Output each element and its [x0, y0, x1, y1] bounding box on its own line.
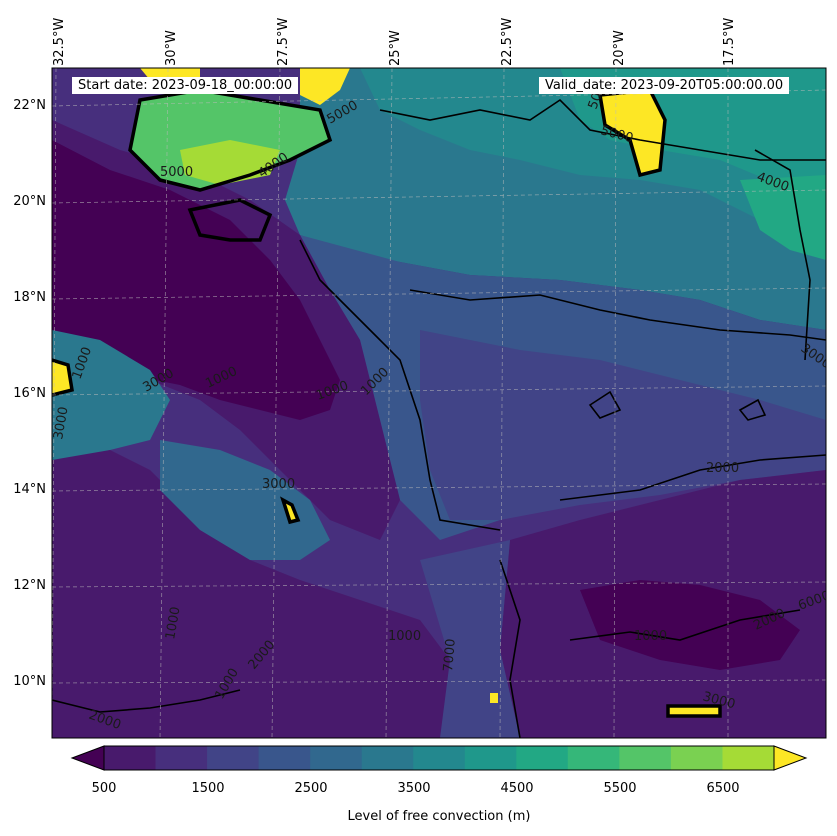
colorbar-swatch	[516, 746, 569, 770]
contour-label: 5000	[160, 165, 193, 180]
lat-label: 16°N	[13, 386, 46, 401]
colorbar-tick: 2500	[294, 781, 328, 796]
lon-label: 20°W	[612, 30, 627, 66]
lon-label: 32.5°W	[52, 17, 67, 66]
field-region-yellow-spot1	[283, 500, 298, 522]
colorbar-frame	[103, 745, 775, 771]
contour-line	[588, 390, 622, 419]
colorbar-swatch	[258, 746, 311, 770]
field-region-yellow-spot2	[668, 706, 720, 716]
contour-line	[738, 398, 767, 421]
colorbar-swatch	[464, 746, 517, 770]
lat-label: 20°N	[13, 194, 46, 209]
field-region-deep-se	[580, 580, 800, 670]
field-region-yellow-spot3	[490, 693, 498, 703]
contour-line	[52, 689, 241, 713]
colorbar-swatch	[155, 746, 208, 770]
colorbar-swatch	[619, 746, 672, 770]
contour-line	[409, 289, 826, 341]
contour-line	[754, 149, 811, 361]
colorbar-swatches	[104, 746, 775, 770]
field-region-teal-west	[52, 330, 170, 460]
colorbar-swatch	[670, 746, 723, 770]
lon-label: 17.5°W	[722, 17, 737, 66]
colorbar-tick: 4500	[500, 781, 534, 796]
contour-line	[559, 454, 826, 501]
field-region-blue-south	[420, 540, 520, 738]
lon-label: 25°W	[388, 30, 403, 66]
colorbar-swatch	[207, 746, 260, 770]
field-region-yellow-ne	[600, 90, 665, 175]
valid-date-label: Valid_date: 2023-09-20T05:00:00.00	[539, 77, 790, 94]
contour-line-thick	[187, 198, 273, 242]
colorbar-swatch	[104, 746, 157, 770]
contour-line-thick	[597, 88, 667, 178]
map-frame	[51, 67, 827, 739]
contour-line-thick	[666, 704, 722, 718]
graticule	[52, 68, 826, 738]
contour-label: 7000	[441, 638, 459, 672]
colorbar-swatch	[310, 746, 363, 770]
contour-line-thick	[279, 496, 301, 525]
contour-label: 1000	[634, 629, 667, 644]
contour-line	[379, 98, 826, 161]
field-region-purple-sw	[52, 450, 460, 738]
colorbar-tick: 1500	[191, 781, 225, 796]
contour-label: 3000	[51, 405, 72, 440]
colorbar	[70, 745, 808, 771]
contour-line	[569, 609, 801, 641]
contour-lines-thick	[52, 88, 722, 718]
lat-label: 10°N	[13, 674, 46, 689]
contour-line	[499, 559, 521, 738]
contour-lines	[52, 98, 826, 738]
contour-label: 3000	[262, 477, 295, 492]
contour-label: 2000	[706, 461, 739, 476]
field-region-deep-west	[52, 140, 340, 420]
colorbar-tick: 3500	[397, 781, 431, 796]
colorbar-swatch	[567, 746, 620, 770]
colorbar-swatch	[361, 746, 414, 770]
lon-label: 30°W	[164, 30, 179, 66]
colorbar-title: Level of free convection (m)	[347, 809, 531, 824]
start-date-label: Start date: 2023-09-18_00:00:00	[72, 77, 299, 94]
colorbar-extend-low	[70, 745, 105, 771]
contour-label: 1000	[388, 629, 421, 644]
colorbar-extend-high	[773, 745, 808, 771]
contour-label: 1000	[163, 605, 184, 640]
colorbar-tick: 6500	[706, 781, 740, 796]
field-region-green-east	[740, 175, 826, 260]
contour-line-thick	[128, 88, 333, 192]
field-region-slate-center	[420, 330, 826, 520]
colorbar-tick: 5500	[603, 781, 637, 796]
lat-label: 22°N	[13, 98, 46, 113]
lat-label: 14°N	[13, 482, 46, 497]
colorbar-swatch	[722, 746, 775, 770]
lon-label: 22.5°W	[500, 17, 515, 66]
contour-line-thick	[52, 358, 74, 397]
colorbar-swatch	[413, 746, 466, 770]
colorbar-tick: 500	[91, 781, 117, 796]
lat-label: 12°N	[13, 578, 46, 593]
field-region-teal-sw	[160, 440, 330, 560]
lon-label: 27.5°W	[276, 17, 291, 66]
lat-label: 18°N	[13, 290, 46, 305]
contour-line	[299, 239, 501, 531]
field-region-yellow-n	[300, 68, 350, 105]
